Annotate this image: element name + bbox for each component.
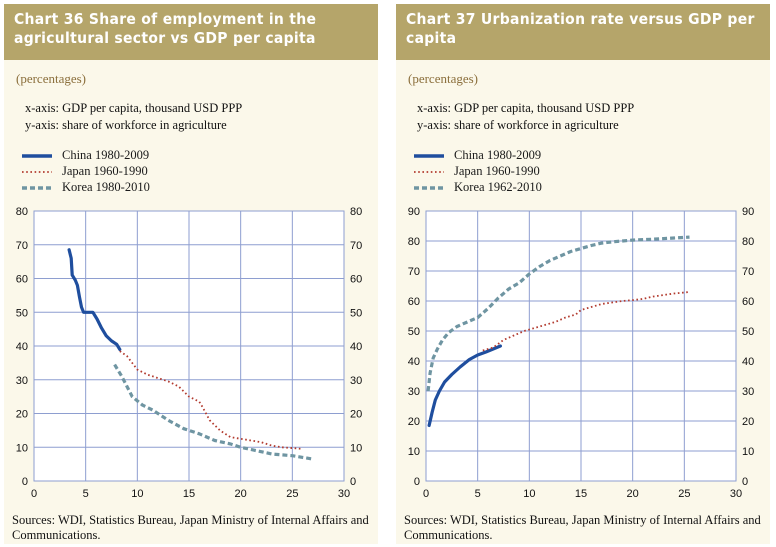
- chart-title: Chart 36 Share of employment in the agri…: [4, 4, 378, 60]
- y-tick-label-right: 70: [742, 266, 754, 278]
- y-tick-label-left: 50: [408, 326, 420, 338]
- x-tick-label: 25: [286, 488, 298, 500]
- y-tick-label-left: 90: [408, 206, 420, 218]
- series-line-japan: [482, 291, 690, 352]
- x-tick-label: 5: [83, 488, 89, 500]
- x-tick-label: 25: [678, 488, 690, 500]
- series-line-china: [427, 344, 503, 428]
- y-tick-label-left: 10: [408, 446, 420, 458]
- y-tick-label-left: 0: [414, 476, 420, 488]
- y-tick-label-right: 10: [350, 442, 362, 454]
- y-tick-label-right: 20: [742, 416, 754, 428]
- y-tick-label-left: 80: [408, 236, 420, 248]
- legend-label-china: China 1980-2009: [62, 148, 150, 162]
- x-tick-label: 15: [575, 488, 587, 500]
- x-tick-label: 5: [475, 488, 481, 500]
- y-tick-label-right: 80: [742, 236, 754, 248]
- y-tick-label-right: 50: [742, 326, 754, 338]
- x-tick-label: 30: [338, 488, 350, 500]
- legend-swatch-japan: [22, 171, 52, 173]
- y-tick-label-right: 60: [742, 296, 754, 308]
- sources-footer: Sources: WDI, Statistics Bureau, Japan M…: [12, 513, 369, 542]
- chart-subtitle: (percentages): [408, 71, 479, 86]
- y-tick-label-left: 20: [408, 416, 420, 428]
- legend-swatch-korea: [414, 186, 444, 190]
- y-tick-label-left: 10: [16, 442, 28, 454]
- series-line-korea: [426, 235, 690, 392]
- legend-swatch-china: [22, 154, 52, 158]
- legend-label-china: China 1980-2009: [454, 148, 542, 162]
- legend-label-japan: Japan 1960-1990: [62, 164, 148, 178]
- y-tick-label-right: 80: [350, 206, 362, 218]
- y-tick-label-left: 40: [16, 341, 28, 353]
- y-tick-label-left: 30: [408, 386, 420, 398]
- chart-subtitle: (percentages): [16, 71, 87, 86]
- x-tick-label: 20: [235, 488, 247, 500]
- plot-frame: [425, 210, 737, 482]
- x-tick-label: 15: [183, 488, 195, 500]
- y-tick-label-left: 50: [16, 307, 28, 319]
- x-tick-label: 30: [730, 488, 742, 500]
- legend-swatch-china: [414, 154, 444, 158]
- y-axis-note: y-axis: share of workforce in agricultur…: [25, 118, 227, 132]
- y-tick-label-left: 70: [16, 240, 28, 252]
- y-tick-label-left: 70: [408, 266, 420, 278]
- y-tick-label-right: 0: [350, 476, 356, 488]
- y-tick-label-right: 90: [742, 206, 754, 218]
- legend-label-korea: Korea 1980-2010: [62, 180, 150, 194]
- series-line-korea: [113, 363, 314, 461]
- y-tick-label-left: 20: [16, 409, 28, 421]
- y-tick-label-right: 30: [350, 375, 362, 387]
- y-tick-label-right: 60: [350, 274, 362, 286]
- x-tick-label: 0: [31, 488, 37, 500]
- y-tick-label-left: 80: [16, 206, 28, 218]
- chart-36-panel: Chart 36 Share of employment in the agri…: [4, 4, 378, 544]
- y-tick-label-right: 0: [742, 476, 748, 488]
- y-axis-note: y-axis: share of workforce in agricultur…: [417, 118, 619, 132]
- x-tick-label: 0: [423, 488, 429, 500]
- y-tick-label-right: 70: [350, 240, 362, 252]
- series-line-china: [67, 248, 122, 351]
- chart-37-panel: Chart 37 Urbanization rate versus GDP pe…: [396, 4, 770, 544]
- chart-title: Chart 37 Urbanization rate versus GDP pe…: [396, 4, 770, 60]
- x-tick-label: 20: [627, 488, 639, 500]
- y-tick-label-left: 60: [16, 274, 28, 286]
- legend-swatch-japan: [414, 171, 444, 173]
- x-tick-label: 10: [523, 488, 535, 500]
- y-tick-label-right: 30: [742, 386, 754, 398]
- y-tick-label-left: 30: [16, 375, 28, 387]
- x-axis-note: x-axis: GDP per capita, thousand USD PPP: [417, 101, 635, 115]
- y-tick-label-left: 40: [408, 356, 420, 368]
- y-tick-label-right: 10: [742, 446, 754, 458]
- y-tick-label-left: 0: [22, 476, 28, 488]
- y-tick-label-right: 40: [350, 341, 362, 353]
- x-axis-note: x-axis: GDP per capita, thousand USD PPP: [25, 101, 243, 115]
- sources-footer: Sources: WDI, Statistics Bureau, Japan M…: [404, 513, 761, 542]
- y-tick-label-right: 20: [350, 409, 362, 421]
- y-tick-label-left: 60: [408, 296, 420, 308]
- y-tick-label-right: 40: [742, 356, 754, 368]
- legend-label-korea: Korea 1962-2010: [454, 180, 542, 194]
- x-tick-label: 10: [131, 488, 143, 500]
- legend-swatch-korea: [22, 186, 52, 190]
- y-tick-label-right: 50: [350, 307, 362, 319]
- plot-frame: [33, 210, 345, 482]
- legend-label-japan: Japan 1960-1990: [454, 164, 540, 178]
